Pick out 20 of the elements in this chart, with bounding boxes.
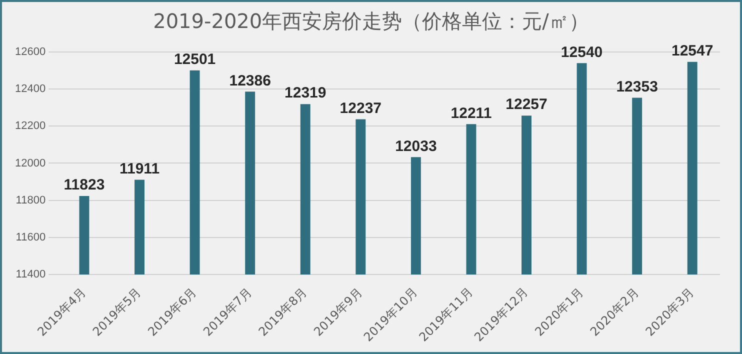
y-tick-label: 12600 xyxy=(14,46,46,58)
y-tick-label: 11600 xyxy=(16,231,46,244)
chart-title: 2019-2020年西安房价走势（价格单位：元/㎡） xyxy=(152,8,590,35)
data-label: 12033 xyxy=(395,138,437,155)
data-label: 12319 xyxy=(284,84,326,102)
y-tick-label: 12400 xyxy=(14,83,46,96)
data-label: 12211 xyxy=(450,104,492,122)
data-label: 12237 xyxy=(340,100,382,117)
data-label: 11823 xyxy=(64,176,105,194)
data-label: 12501 xyxy=(174,50,216,68)
data-label: 11911 xyxy=(119,160,160,178)
y-tick-label: 11800 xyxy=(16,194,46,206)
y-tick-label: 11400 xyxy=(16,268,46,280)
data-label: 12353 xyxy=(616,78,658,96)
data-label: 12540 xyxy=(560,44,603,61)
data-label: 12386 xyxy=(229,72,271,90)
data-label: 12257 xyxy=(506,96,548,114)
y-tick-label: 12200 xyxy=(14,120,46,132)
y-tick-label: 12000 xyxy=(14,157,46,170)
data-label: 12547 xyxy=(672,42,714,60)
